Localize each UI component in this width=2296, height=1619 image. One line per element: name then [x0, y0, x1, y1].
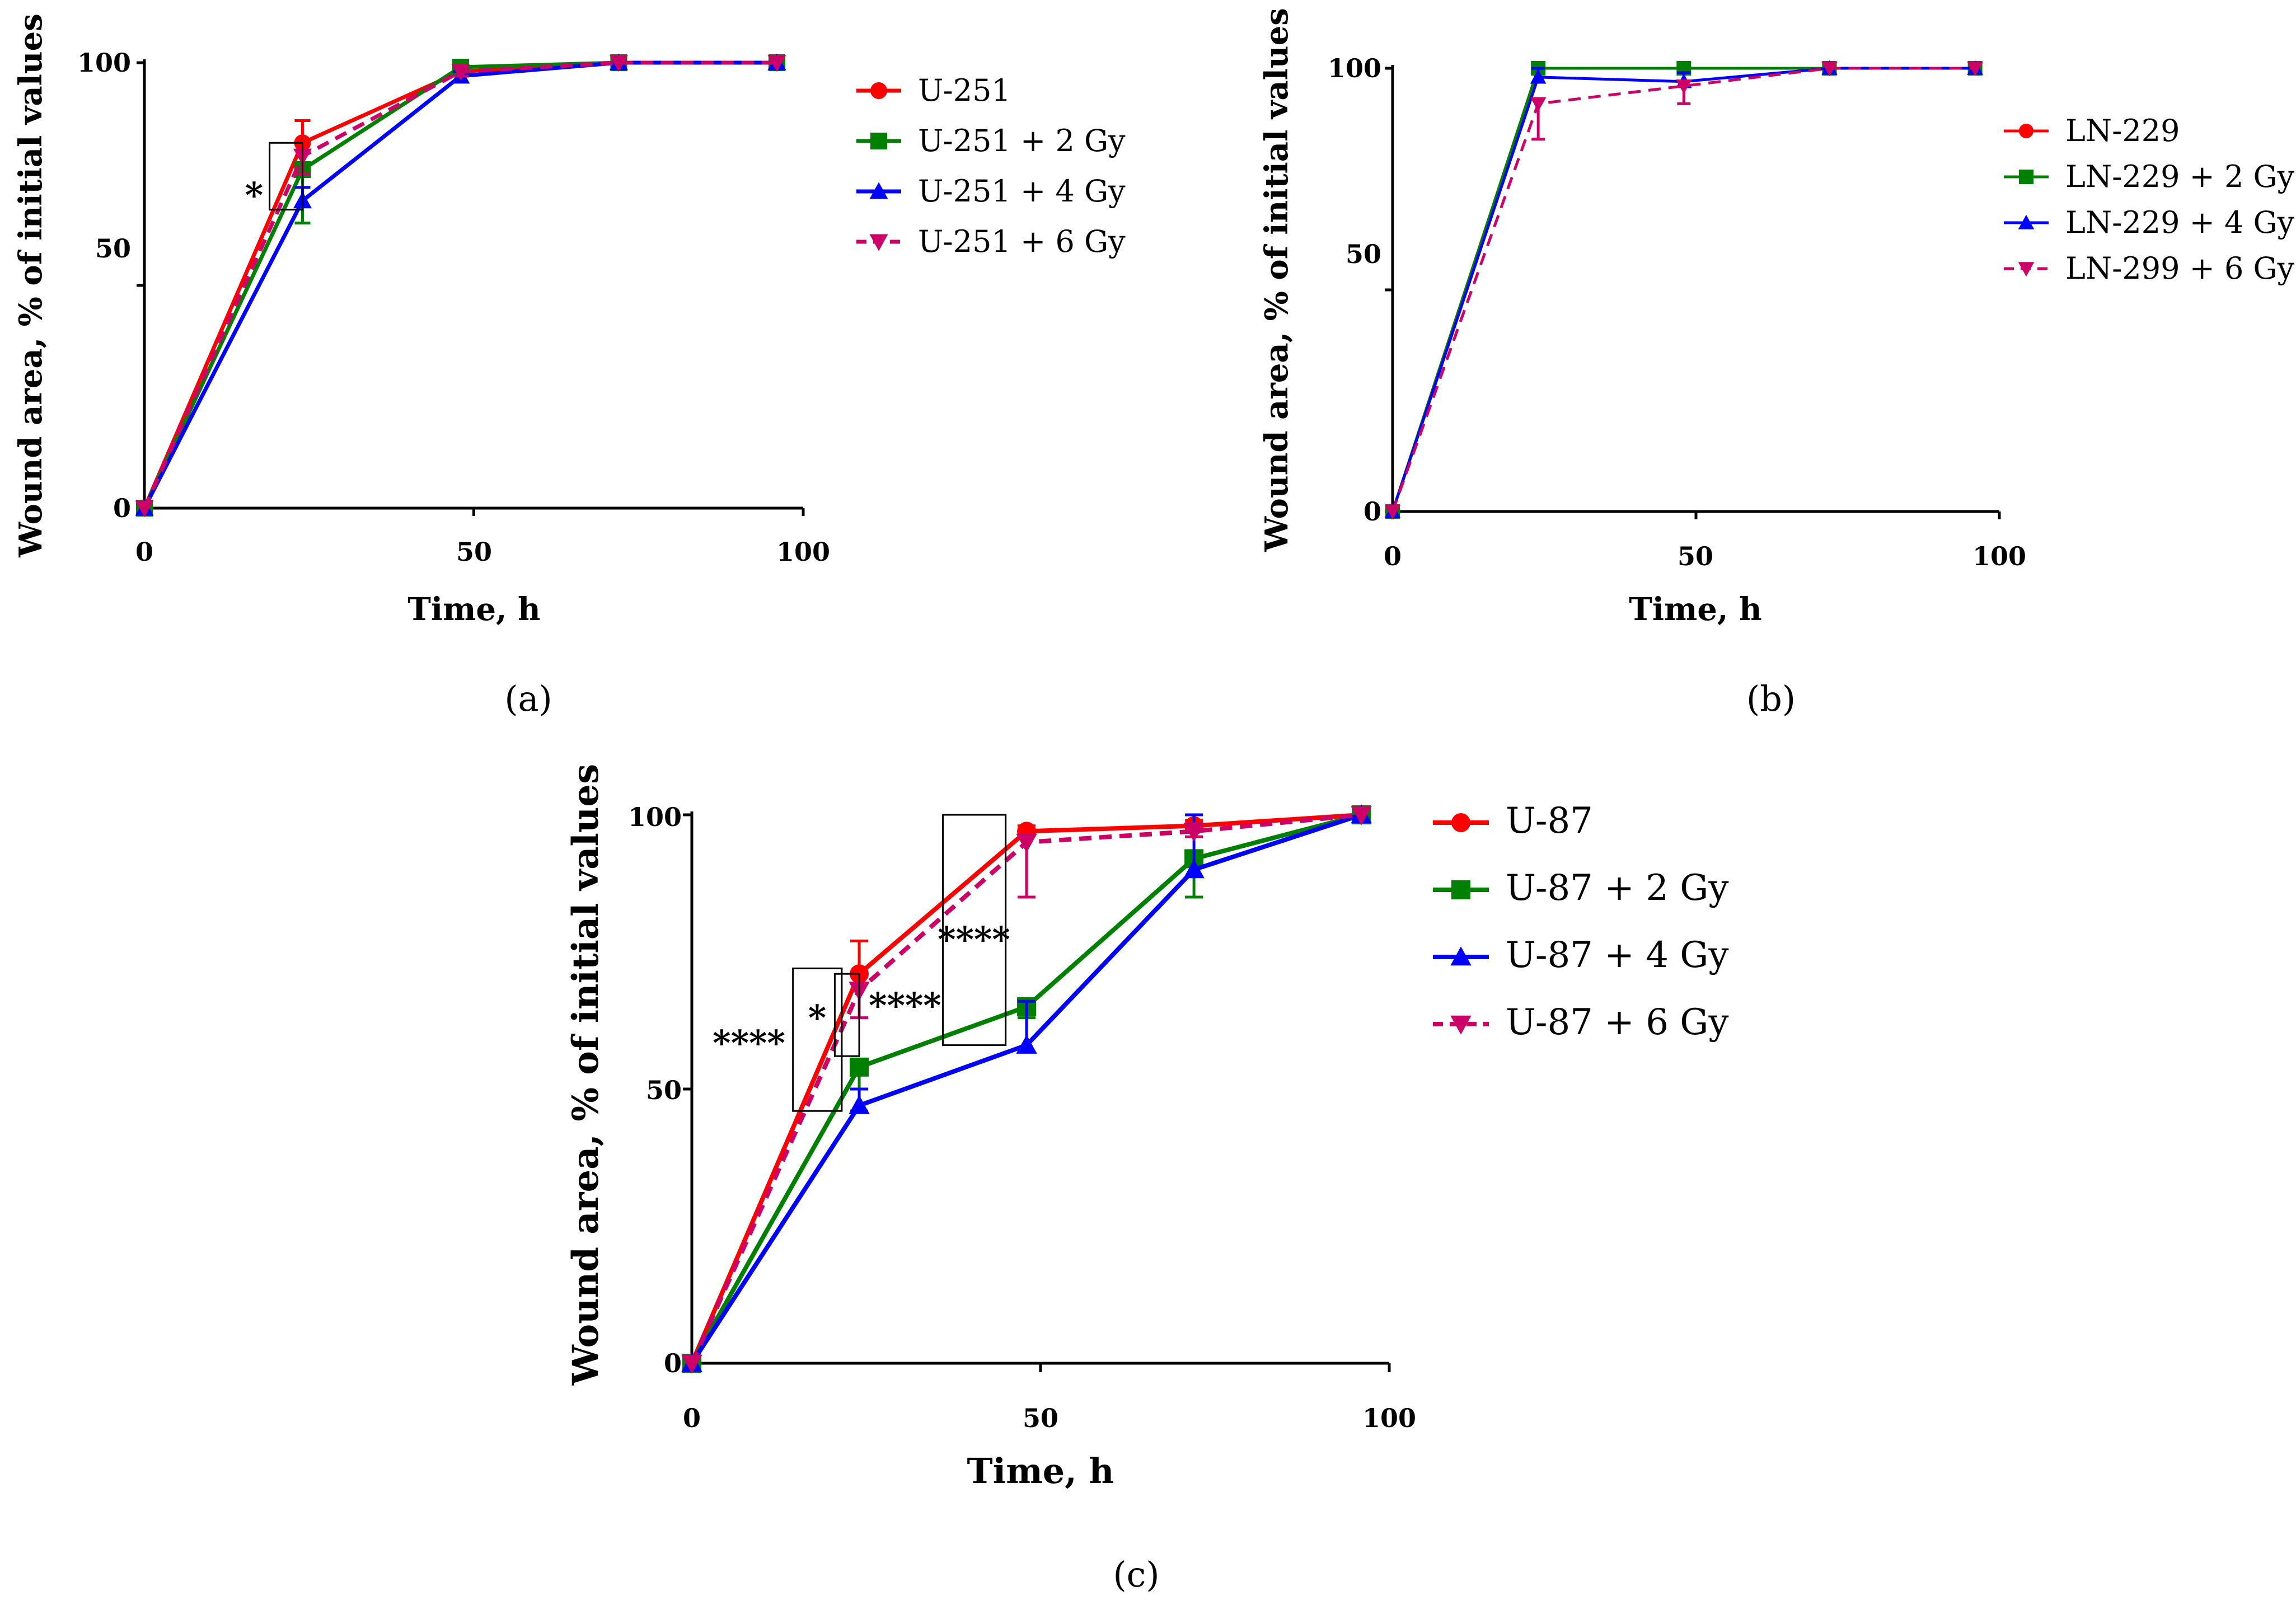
- panel-b-series-3-line: [1391, 67, 1975, 512]
- panel-b-legend-label-2: LN-229 + 4 Gy: [2065, 205, 2295, 240]
- panel-a-series-0-line: [142, 60, 777, 509]
- panel-c-significance-label-2: ****: [869, 985, 941, 1026]
- panel-c-legend-swatch-marker-0: [1451, 813, 1470, 832]
- panel-c-caption: (c): [1113, 1554, 1159, 1595]
- panel-c-series-1-point-1: [850, 1057, 869, 1077]
- panel-c-xlabel: Time, h: [967, 1451, 1114, 1491]
- panel-b-legend-swatch-marker-0: [2019, 124, 2033, 138]
- panel-a-legend-label-2: U-251 + 4 Gy: [918, 173, 1126, 209]
- panel-c-legend-label-3: U-87 + 6 Gy: [1506, 1002, 1729, 1043]
- panel-b-series-2-line: [1391, 67, 1975, 512]
- panel-a-xtick-50: 50: [456, 537, 492, 567]
- panel-a-ytick-50: 50: [95, 233, 131, 264]
- panel-a-legend-swatch-marker-0: [870, 82, 887, 99]
- panel-c-legend-swatch-marker-3: [1450, 1015, 1472, 1035]
- panel-b-ytick-100: 100: [1328, 53, 1381, 83]
- panel-a-significance-label-0: *: [245, 175, 263, 215]
- panel-a-ytick-0: 0: [113, 493, 131, 523]
- panel-a-legend-swatch-marker-2: [869, 182, 888, 199]
- panel-b-ytick-0: 0: [1363, 496, 1381, 527]
- panel-a-series-3-point-3: [609, 55, 628, 72]
- panel-c-ytick-50: 50: [646, 1075, 682, 1105]
- panel-c-significance-bracket-3: [942, 814, 1007, 1047]
- panel-a-caption: (a): [504, 678, 552, 719]
- panel-c-legend-label-1: U-87 + 2 Gy: [1506, 867, 1729, 909]
- panel-b-legend-label-0: LN-229: [2065, 113, 2180, 148]
- panel-a-chart: 100 50 0 0 50 100 Time, h Wound area, % …: [12, 13, 1126, 719]
- panel-b-xtick-100: 100: [1972, 541, 2026, 571]
- panel-b-xtick-0: 0: [1384, 541, 1402, 571]
- panel-b-ytick-50: 50: [1346, 239, 1381, 269]
- panel-a-legend-label-1: U-251 + 2 Gy: [918, 123, 1126, 158]
- panel-b-series-3-point-1: [1530, 97, 1547, 112]
- panel-b-chart: 100 50 0 0 50 100 Time, h Wound area, % …: [1258, 8, 2295, 719]
- panel-c-chart: 100 50 0 0 50 100 Time, h Wound area, % …: [565, 764, 1729, 1595]
- panel-b-series-2-point-1: [1530, 69, 1547, 84]
- panel-a-legend-label-0: U-251: [918, 73, 1011, 108]
- panel-b-series-3-point-4: [1967, 62, 1983, 77]
- panel-b-caption: (b): [1746, 678, 1796, 719]
- panel-b-legend-label-1: LN-229 + 2 Gy: [2065, 159, 2295, 194]
- panel-c-series-3-point-2: [1016, 833, 1037, 853]
- panel-c-series-2-point-2: [1016, 1034, 1037, 1054]
- panel-c-significance-bracket-0: [792, 967, 843, 1112]
- panel-c-xtick-50: 50: [1023, 1403, 1058, 1433]
- panel-b-series-1-line: [1391, 67, 1975, 512]
- panel-c-significance-bracket-1: [833, 973, 860, 1057]
- panel-c-ytick-100: 100: [628, 802, 682, 832]
- panel-a-ytick-100: 100: [77, 48, 131, 78]
- panel-b-series-0-line: [1391, 67, 1975, 512]
- panel-a-ylabel: Wound area, % of initial values: [12, 13, 49, 558]
- panel-a-legend-swatch-marker-1: [870, 133, 887, 149]
- panel-c-ytick-0: 0: [664, 1348, 682, 1378]
- panel-c-series-2-point-1: [849, 1095, 870, 1114]
- panel-b-legend-label-3: LN-299 + 6 Gy: [2065, 251, 2295, 286]
- panel-b-series-3-point-0: [1384, 505, 1401, 520]
- panel-b-legend-swatch-marker-1: [2019, 170, 2033, 184]
- panel-c-series-3-point-4: [1351, 806, 1372, 825]
- panel-a-series-3-point-0: [135, 500, 154, 518]
- panel-c-series-3-point-0: [681, 1354, 702, 1374]
- panel-b-series-3-point-2: [1676, 79, 1692, 94]
- panel-a-significance-bracket-0: [269, 142, 303, 211]
- panel-b-ylabel: Wound area, % of initial values: [1258, 8, 1295, 552]
- panel-c-xtick-100: 100: [1362, 1403, 1416, 1433]
- panel-a-series-3-point-2: [451, 64, 470, 81]
- panel-a-series-3-point-4: [767, 55, 786, 72]
- panel-b-series-3-point-3: [1821, 62, 1838, 77]
- panel-c-series-2-point-3: [1183, 859, 1205, 879]
- panel-c-legend-swatch-marker-2: [1450, 946, 1472, 966]
- panel-b-xtick-50: 50: [1678, 541, 1713, 571]
- panel-c-significance-label-0: ****: [713, 1022, 785, 1063]
- panel-a-xtick-100: 100: [776, 537, 830, 567]
- panel-c-significance-label-1: *: [808, 997, 826, 1038]
- panel-a-xtick-0: 0: [135, 537, 153, 567]
- panel-b-legend-swatch-marker-2: [2018, 214, 2035, 229]
- panel-c-xtick-0: 0: [683, 1403, 701, 1433]
- panel-a-xlabel: Time, h: [407, 591, 541, 628]
- panel-c-ylabel: Wound area, % of initial values: [565, 764, 607, 1386]
- panel-b-xlabel: Time, h: [1629, 591, 1762, 628]
- panel-c-legend-swatch-marker-1: [1451, 880, 1470, 899]
- panel-b-legend-swatch-marker-3: [2018, 262, 2035, 277]
- panel-a-legend-label-3: U-251 + 6 Gy: [918, 224, 1126, 259]
- panel-c-legend-label-0: U-87: [1506, 800, 1593, 842]
- panel-a-legend-swatch-marker-3: [869, 234, 888, 251]
- panel-c-series-3-point-3: [1183, 823, 1205, 842]
- panel-c-significance-label-3: ****: [938, 919, 1010, 960]
- panel-c-legend-label-2: U-87 + 4 Gy: [1506, 935, 1729, 976]
